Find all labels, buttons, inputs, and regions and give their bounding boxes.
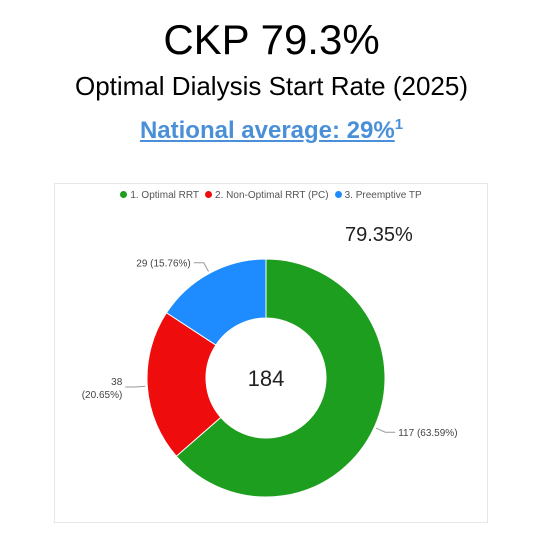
data-label-1: 117 (63.59%) [398,428,457,439]
data-label-leader [375,427,396,433]
data-label-3: 29 (15.76%) [136,259,190,270]
chart-card: 1. Optimal RRT 2. Non-Optimal RRT (PC) 3. … [54,183,488,523]
national-average-text: National average: 29% [139,117,395,144]
legend-item-2[interactable]: 2. Non-Optimal RRT (PC) [205,190,329,201]
legend-swatch [120,191,128,198]
legend-swatch [334,191,342,198]
national-average: National average: 29%1 [0,110,543,146]
footnote-marker: 1 [394,116,404,133]
page-title: CKP 79.3% [163,16,380,63]
kpi-value: 79.35% [345,224,413,246]
page-subtitle: Optimal Dialysis Start Rate (2025) [74,71,469,101]
donut-slice-1[interactable] [175,258,386,498]
legend-label: 2. Non-Optimal RRT (PC) [215,190,329,201]
legend-label: 3. Preemptive TP [344,190,422,201]
data-label-leader [193,262,209,272]
data-label-2: 38 (20.65%) [82,377,123,401]
data-label-leader [125,385,146,388]
legend-item-1[interactable]: 1. Optimal RRT [120,190,199,201]
legend-label: 1. Optimal RRT [130,190,200,201]
legend-swatch [205,191,213,198]
donut-slice-3[interactable] [165,258,267,346]
donut-chart: 184 117 (63.59%) 38 (20.65%) 29 (15.76%) [82,258,458,498]
legend-item-3[interactable]: 3. Preemptive TP [334,190,422,201]
donut-center-total: 184 [248,366,285,391]
chart-legend: 1. Optimal RRT 2. Non-Optimal RRT (PC) 3. … [55,190,487,201]
